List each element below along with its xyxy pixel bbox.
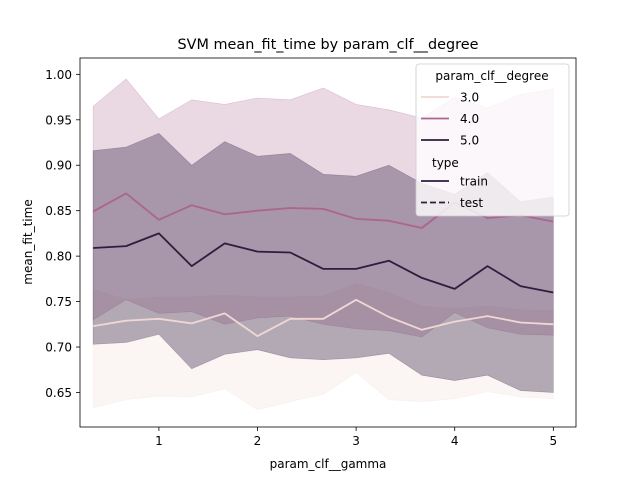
chart-title: SVM mean_fit_time by param_clf__degree	[178, 37, 479, 53]
x-tick-label: 5	[549, 434, 557, 448]
band-degree-3.0	[92, 283, 554, 411]
legend-label-4.0: 4.0	[460, 112, 479, 126]
x-axis: 1 2 3 4 5	[155, 427, 557, 448]
x-tick-label: 2	[254, 434, 262, 448]
legend-hue-title: param_clf__degree	[435, 69, 548, 83]
legend: param_clf__degree type 3.0 4.0 5.0 train tes…	[415, 63, 570, 217]
y-axis: 0.65 0.70 0.75 0.80 0.85 0.90 0.95 1.00	[45, 68, 80, 400]
y-tick-label: 0.75	[45, 295, 72, 309]
y-axis-label: mean_fit_time	[21, 199, 35, 284]
legend-style-title: type	[432, 156, 459, 170]
legend-style-label-train: train	[460, 175, 488, 189]
y-tick-label: 0.90	[45, 159, 72, 173]
x-axis-label: param_clf__gamma	[270, 457, 387, 471]
y-tick-label: 1.00	[45, 68, 72, 82]
line-degree-5.0	[93, 232, 554, 294]
x-tick-label: 3	[352, 434, 360, 448]
y-tick-label: 0.85	[45, 204, 72, 218]
y-tick-label: 0.95	[45, 113, 72, 127]
line-degree-3.0	[92, 298, 554, 338]
plot-frame	[79, 57, 577, 428]
legend-box	[415, 63, 570, 217]
legend-label-3.0: 3.0	[460, 91, 479, 105]
legend-style-label-test: test	[460, 196, 483, 210]
x-tick-label: 1	[155, 434, 163, 448]
y-tick-label: 0.80	[45, 250, 72, 264]
x-tick-label: 4	[451, 434, 459, 448]
y-tick-label: 0.65	[45, 386, 72, 400]
y-tick-label: 0.70	[45, 341, 72, 355]
legend-label-5.0: 5.0	[460, 134, 479, 148]
